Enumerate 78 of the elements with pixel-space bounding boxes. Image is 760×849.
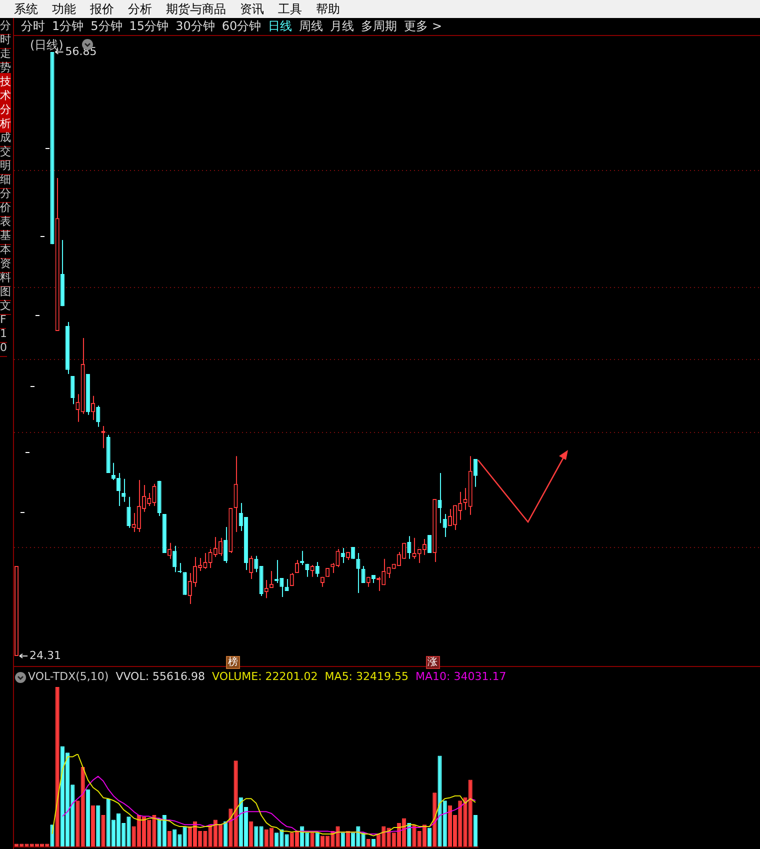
candlestick — [361, 565, 366, 584]
text: 基本资料 — [0, 229, 11, 284]
bar — [55, 687, 60, 847]
bar — [340, 832, 345, 847]
candlestick — [294, 560, 300, 574]
annotation: 多周期 — [361, 18, 398, 35]
candlestick — [305, 563, 310, 578]
candlestick — [340, 547, 345, 564]
candlestick — [310, 564, 314, 578]
bar — [371, 839, 376, 847]
candlestick — [234, 456, 238, 532]
bar — [96, 805, 100, 847]
bar — [224, 821, 228, 847]
bar — [90, 805, 96, 847]
candlestick — [356, 552, 360, 594]
candlestick — [290, 572, 294, 586]
annotation: 更多 > — [404, 18, 442, 35]
text: MA10: 34031.17 — [416, 670, 506, 683]
candlestick — [90, 395, 96, 421]
annotation: 1分钟 — [52, 18, 84, 35]
text: 成交明细 — [0, 131, 11, 186]
bar — [473, 815, 478, 847]
text: 分时走势 — [0, 19, 11, 74]
annotation: 周线 — [299, 18, 324, 35]
annotation: 日线 — [268, 18, 292, 35]
annotation: 5分钟 — [90, 18, 122, 35]
text: VVOL: 55616.98 — [116, 670, 206, 683]
text: 图文F10 — [0, 283, 11, 357]
text: 技术分析 — [0, 75, 11, 130]
candlestick — [96, 405, 100, 428]
candlestick — [284, 578, 289, 592]
chart-title: VOL-TDX(5,10) — [28, 670, 109, 683]
annotation: 15分钟 — [129, 18, 169, 35]
bar — [428, 828, 432, 847]
text: 帮助 — [316, 0, 340, 18]
candlestick — [70, 376, 75, 405]
bar — [310, 832, 314, 847]
bar — [346, 831, 350, 847]
text: 分价表 — [0, 187, 11, 228]
bar — [249, 821, 254, 847]
candlestick — [442, 513, 447, 538]
bar — [101, 815, 106, 847]
annotation: 分时 — [21, 18, 45, 35]
text: 功能 — [52, 0, 76, 18]
annotation: 24.31 — [30, 648, 62, 662]
annotation: 60分钟 — [222, 18, 262, 35]
candlestick — [249, 555, 254, 580]
candlestick — [264, 580, 268, 599]
candlestick — [473, 458, 478, 488]
text: 分析 — [128, 0, 152, 18]
text: 工具 — [278, 0, 302, 18]
candlestick — [122, 478, 126, 502]
text: 期货与商品 — [166, 0, 226, 18]
bar — [86, 789, 90, 847]
candlestick — [172, 545, 177, 573]
bar — [315, 832, 320, 847]
candlestick — [315, 562, 320, 578]
annotation: 榜 — [226, 656, 240, 669]
text: (日线) — [30, 37, 64, 54]
text: VOLUME: 22201.02 — [212, 670, 318, 683]
candlestick — [167, 542, 172, 560]
bar — [366, 839, 370, 847]
candlestick — [407, 536, 412, 560]
candlestick — [448, 508, 452, 527]
candlestick — [438, 472, 442, 524]
candlestick — [224, 526, 228, 564]
candlestick — [126, 496, 131, 528]
annotation: 30分钟 — [176, 18, 215, 35]
candlestick — [269, 570, 274, 589]
text: 报价 — [90, 0, 114, 18]
text: MA5: 32419.55 — [324, 670, 408, 683]
text: 系统 — [14, 0, 38, 18]
annotation: 涨 — [426, 656, 440, 669]
annotation: 月线 — [330, 18, 354, 35]
bar — [167, 831, 172, 847]
text: 资讯 — [240, 0, 264, 18]
bar — [448, 805, 452, 847]
candlestick — [428, 534, 432, 554]
